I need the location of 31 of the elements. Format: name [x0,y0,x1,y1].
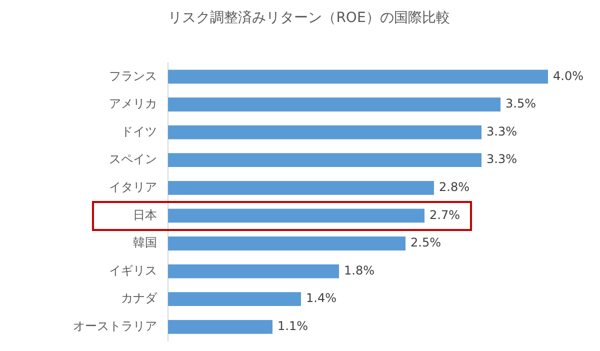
y-tick-label: 韓国 [133,236,157,250]
y-tick-label: カナダ [121,291,158,306]
bar [168,125,482,140]
y-tick-label: イタリア [109,180,157,194]
data-label: 1.1% [278,319,308,334]
data-label: 1.4% [306,291,336,306]
chart-title: リスク調整済みリターン（ROE）の国際比較 [168,10,450,26]
y-tick-label: フランス [109,68,157,83]
y-tick-label: イギリス [109,263,157,278]
y-tick-label: スペイン [109,152,157,166]
data-label: 4.0% [553,68,584,83]
data-label: 3.5% [506,96,536,111]
data-label: 2.7% [430,208,460,222]
bar [168,292,301,306]
data-label: 2.5% [410,236,441,250]
data-label: 1.8% [344,263,374,278]
bar [168,320,272,334]
y-tick-label: 日本 [133,208,157,222]
bar [168,180,434,195]
bar [168,153,482,168]
y-tick-label: オーストラリア [73,319,157,334]
bar [168,208,424,223]
y-tick-label: アメリカ [109,96,157,111]
bar [168,264,339,278]
y-tick-label: ドイツ [121,124,157,138]
bar [168,236,406,250]
data-label: 2.8% [439,180,470,194]
data-label: 3.3% [486,152,517,166]
data-label: 3.3% [486,124,517,138]
bar [168,98,500,112]
bar [168,70,548,84]
